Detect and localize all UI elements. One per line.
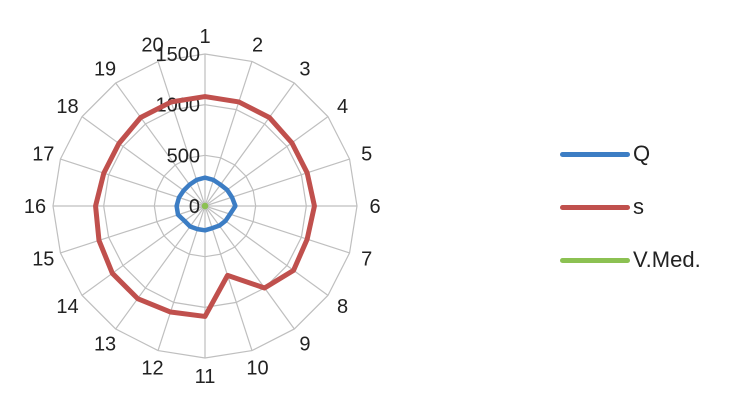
series-s [93,94,317,319]
series-q [174,175,238,233]
category-label: 11 [195,366,216,388]
radial-tick-label: 0 [189,196,200,218]
category-label: 17 [32,143,54,165]
category-label: 8 [337,296,348,318]
category-label: 13 [94,334,116,356]
category-label: 14 [56,296,78,318]
grid-spoke-20 [157,61,206,207]
legend-swatch [560,257,630,263]
grid-spoke-5 [204,158,350,207]
grid-spoke-2 [204,61,253,207]
grid-spoke-3 [204,82,295,207]
series-v-med [201,202,209,210]
category-label: 19 [94,58,116,80]
radar-series [93,94,317,319]
category-label: 4 [337,96,348,118]
legend-label: V.Med. [633,247,701,272]
grid-spoke-15 [60,205,206,254]
legend-swatch [560,151,630,157]
category-label: 16 [24,196,46,218]
legend-item: V.Med. [560,236,730,284]
category-label: 10 [246,358,268,380]
legend-swatch [560,204,630,210]
category-label: 9 [299,334,310,356]
category-label: 6 [369,196,380,218]
radial-tick-label: 500 [167,145,200,167]
legend-label: s [633,194,644,219]
category-label: 5 [361,143,372,165]
category-label: 12 [141,358,163,380]
category-label: 15 [32,249,54,271]
category-label: 1 [199,26,210,48]
category-label: 18 [56,96,78,118]
category-label: 20 [141,34,163,56]
category-label: 3 [299,58,310,80]
category-label: 7 [361,249,372,271]
radial-tick-label: 1500 [156,44,201,66]
legend-item: s [560,183,730,231]
category-label: 2 [252,34,263,56]
grid-spoke-7 [204,205,350,254]
legend-label: Q [633,141,651,166]
legend-item: Q [560,130,730,178]
